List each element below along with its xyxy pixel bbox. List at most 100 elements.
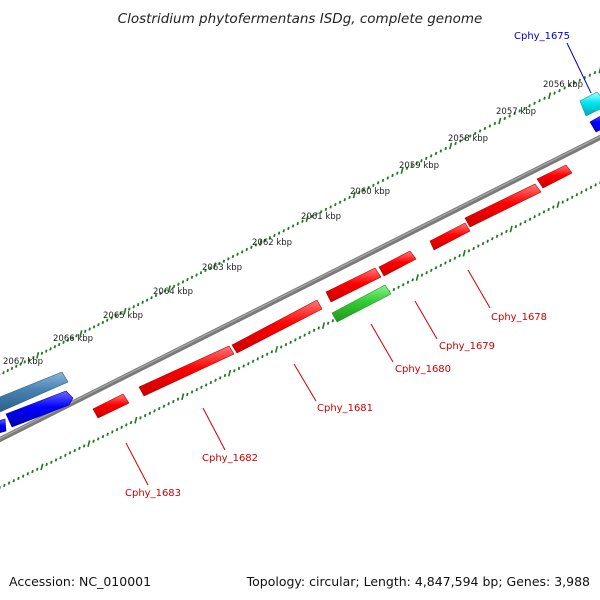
inner-major-tick [274,346,279,353]
gene-cphy-1675-partner[interactable] [589,114,600,133]
outer-minor-tick [263,238,267,242]
inner-minor-tick [219,376,222,380]
gene-label-cphy-1682[interactable]: Cphy_1682 [202,453,258,464]
gene-blue-small[interactable] [0,418,7,434]
outer-minor-tick [593,70,597,75]
inner-minor-tick [392,287,396,292]
outer-minor-tick [523,106,526,111]
inner-minor-tick [12,479,15,483]
accession-text: Accession: NC_010001 [9,574,151,589]
gene-cphy-1680[interactable] [331,284,392,323]
gene-label-cphy-1680[interactable]: Cphy_1680 [395,364,451,375]
inner-minor-tick [589,185,593,190]
outer-minor-tick [114,314,118,318]
outer-minor-tick [190,275,194,279]
outer-minor-tick [444,146,447,151]
outer-minor-tick [141,300,144,304]
gene-cphy-1682[interactable] [138,345,235,397]
inner-minor-tick [209,380,213,385]
outer-major-tick [259,239,263,246]
outer-minor-tick [62,340,65,344]
inner-minor-tick [495,234,499,238]
gene-cphy-1678[interactable] [464,164,573,228]
outer-minor-tick [429,154,433,158]
gene-label-cphy-1683[interactable]: Cphy_1683 [125,488,181,499]
inner-major-tick [509,225,513,233]
inner-minor-tick [214,378,217,382]
gene-cphy-1683[interactable] [92,393,130,419]
outer-minor-tick [386,176,389,180]
inner-minor-tick [153,409,156,413]
inner-minor-tick [237,366,241,370]
inner-minor-tick [298,335,302,340]
inner-major-tick [181,393,185,401]
inner-minor-tick [172,399,175,404]
outer-minor-tick [88,327,91,331]
outer-minor-tick [334,202,337,207]
inner-minor-tick [308,331,311,335]
gene-label-cphy-1678[interactable]: Cphy_1678 [491,312,547,323]
outer-minor-tick [528,104,531,108]
outer-minor-tick [181,280,185,284]
outer-minor-tick [478,129,482,133]
gene-cphy-1680-partner[interactable] [325,267,382,303]
inner-minor-tick [542,210,546,214]
gene-labels: Cphy_1675 Cphy_1678 Cphy_1679 Cphy_1680 … [125,31,570,499]
outer-minor-tick [503,116,506,121]
outer-minor-tick [282,229,285,233]
outer-minor-tick [329,205,332,209]
gene-cphy-1681[interactable] [231,299,323,354]
inner-minor-tick [280,345,283,349]
inner-minor-tick [26,472,30,476]
gene-label-cphy-1675[interactable]: Cphy_1675 [514,31,570,42]
scale-label-2064: 2064 kbp [153,287,193,297]
inner-minor-tick [270,350,274,354]
inner-minor-tick [129,420,133,425]
inner-minor-tick [97,437,100,441]
inner-minor-tick [284,342,288,347]
outer-minor-tick [145,298,149,302]
outer-minor-tick [84,329,87,333]
gene-label-cphy-1679[interactable]: Cphy_1679 [439,341,495,352]
inner-minor-tick [425,271,428,275]
scale-label-2061: 2061 kbp [301,212,341,222]
outer-minor-tick [132,305,135,309]
inner-minor-tick [115,427,119,432]
outer-minor-tick [372,183,375,187]
outer-minor-tick [483,126,487,131]
inner-major-tick [321,322,326,329]
gene-blue-forward[interactable] [5,390,74,428]
inner-major-tick [462,249,466,257]
outer-major-tick [213,262,217,270]
outer-minor-tick [222,259,226,263]
outer-minor-tick [163,289,167,293]
inner-minor-tick [430,268,433,272]
gene-label-cphy-1681[interactable]: Cphy_1681 [317,403,373,414]
inner-minor-tick [294,338,297,342]
outer-minor-tick [454,141,457,146]
outer-minor-tick [508,114,511,118]
outer-minor-tick [376,181,380,185]
outer-minor-tick [204,268,207,273]
outer-minor-tick [464,136,467,141]
outer-minor-tick [573,81,576,85]
outer-minor-tick [250,245,253,249]
outer-minor-tick [367,186,370,190]
leader-cphy-1682 [202,407,226,451]
inner-minor-tick [331,319,335,323]
outer-minor-tick [71,336,74,340]
outer-major-tick [79,330,83,337]
outer-minor-tick [381,178,385,183]
gene-steel[interactable] [0,371,69,413]
outer-minor-tick [518,109,521,113]
outer-minor-tick [362,188,366,192]
outer-minor-tick [186,277,189,282]
outer-minor-tick [469,134,472,138]
gene-cphy-1675[interactable] [579,91,600,117]
outer-minor-tick [172,284,176,289]
leader-cphy-1675 [566,42,592,94]
outer-minor-tick [27,358,31,362]
outer-minor-tick [553,91,556,95]
gene-cphy-1679[interactable] [378,222,471,277]
